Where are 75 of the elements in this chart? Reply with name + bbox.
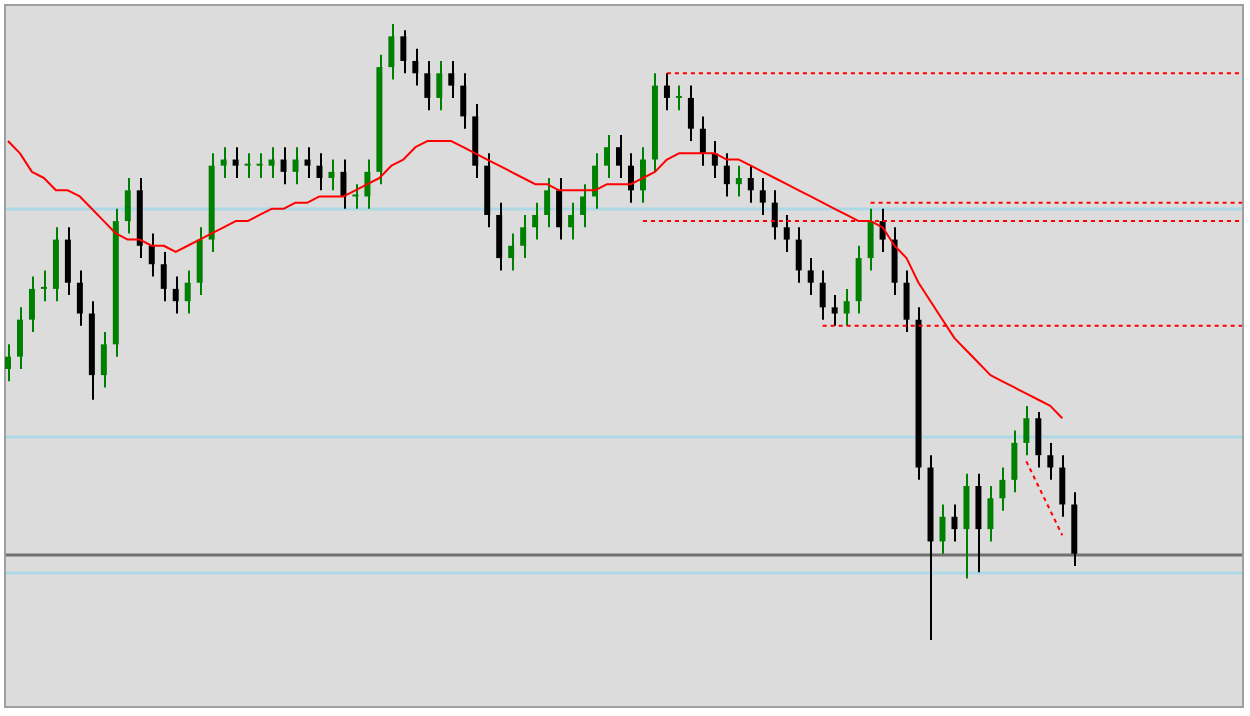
candlestick	[256, 152, 263, 179]
candlestick	[963, 472, 970, 580]
candlestick	[532, 201, 539, 241]
candlestick	[172, 275, 179, 315]
candlestick	[723, 152, 730, 198]
candlestick	[148, 232, 155, 278]
candlestick	[100, 331, 107, 389]
candlestick	[867, 207, 874, 272]
candlestick	[196, 226, 203, 297]
candlestick	[388, 23, 395, 81]
candlestick	[580, 183, 587, 229]
candlestick	[807, 257, 814, 297]
candlestick	[616, 133, 623, 179]
candlestick	[160, 250, 167, 303]
candlestick	[759, 177, 766, 216]
candlestick	[436, 59, 443, 112]
candlestick	[771, 189, 778, 241]
candlestick	[508, 232, 515, 272]
candlestick	[1011, 429, 1018, 494]
candlestick	[639, 146, 646, 204]
candlestick	[711, 140, 718, 179]
candlestick	[939, 503, 946, 555]
candlestick	[699, 115, 706, 167]
candlestick	[1047, 441, 1054, 481]
candlestick	[352, 183, 359, 210]
candlestick	[795, 226, 802, 284]
candlestick	[184, 269, 191, 315]
candlestick	[316, 152, 323, 192]
candlestick	[16, 306, 23, 370]
candlestick	[663, 72, 670, 112]
candlestick	[124, 177, 131, 235]
candlestick	[891, 226, 898, 297]
candlestick	[40, 269, 47, 303]
candlestick	[460, 72, 467, 130]
candlestick	[783, 213, 790, 253]
candlestick	[5, 343, 11, 383]
candlestick	[76, 269, 83, 327]
candlestick	[220, 146, 227, 179]
candlestick	[951, 503, 958, 543]
candlestick	[400, 29, 407, 75]
candlestick	[412, 47, 419, 87]
candlestick	[520, 213, 527, 260]
candlestick	[424, 59, 431, 112]
candlestick	[244, 152, 251, 179]
candlestick	[28, 275, 35, 333]
candlestick	[604, 133, 611, 179]
candlestick	[855, 244, 862, 315]
candlestick	[975, 472, 982, 574]
candlestick	[1023, 404, 1030, 457]
candlestick	[328, 158, 335, 192]
candlestick	[280, 146, 287, 186]
candlestick	[1035, 411, 1042, 469]
candlestick	[819, 269, 826, 321]
candlestick	[747, 164, 754, 204]
candlestick	[675, 84, 682, 112]
candlestick	[544, 177, 551, 229]
candlestick	[687, 84, 694, 143]
candlestick	[843, 287, 850, 327]
candlestick	[448, 59, 455, 99]
candlestick	[903, 269, 910, 333]
candlestick	[496, 201, 503, 272]
candlestick	[292, 146, 299, 186]
candlestick	[592, 152, 599, 210]
candlestick	[268, 146, 275, 179]
candlestick	[568, 201, 575, 241]
candlestick	[340, 158, 347, 210]
candlestick	[232, 146, 239, 179]
candlestick	[1059, 454, 1066, 518]
candlestick	[556, 177, 563, 241]
candlestick	[999, 466, 1006, 512]
candlestick	[64, 226, 71, 297]
candlestick	[831, 294, 838, 327]
candlestick	[735, 164, 742, 198]
candlestick	[304, 146, 311, 179]
candlestick	[987, 485, 994, 543]
